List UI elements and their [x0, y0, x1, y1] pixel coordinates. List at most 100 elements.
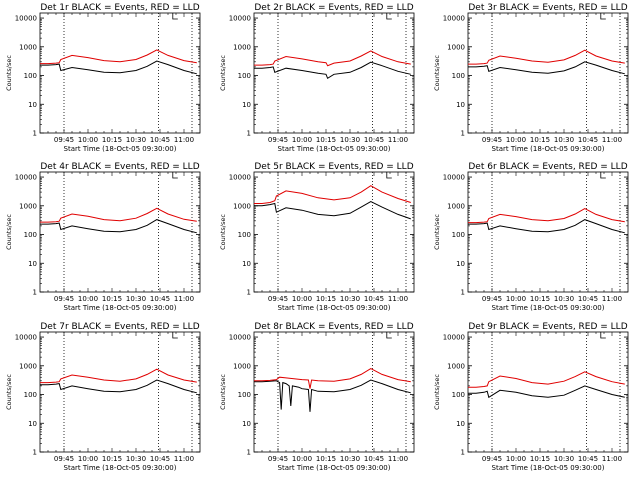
chart-panel: Det 5r BLACK = Events, RED = LLD 1 10 100 10… — [219, 162, 415, 312]
x-tick-label: 09:45 — [482, 136, 502, 144]
y-tick-label: 1000 — [233, 202, 251, 210]
chart-panel: Det 7r BLACK = Events, RED = LLD 1 10 100 10… — [5, 322, 201, 472]
chart-title: Det 5r BLACK = Events, RED = LLD — [254, 162, 413, 172]
y-tick-label: 100 — [24, 72, 37, 80]
x-tick-label: 10:45 — [578, 295, 598, 303]
x-tick-label: 11:00 — [388, 295, 408, 303]
x-tick-label: 09:45 — [268, 455, 288, 463]
lld-series-line — [468, 49, 625, 65]
y-tick-label: 10 — [242, 420, 251, 428]
x-axis-title: Start Time (18-Oct-05 09:30:00) — [278, 145, 391, 153]
y-axis-title: Counts/sec — [5, 214, 13, 250]
bracket-marker — [386, 332, 392, 339]
y-tick-label: 10000 — [229, 15, 251, 23]
y-tick-label: 1 — [247, 130, 251, 138]
chart-title: Det 1r BLACK = Events, RED = LLD — [40, 3, 199, 13]
x-tick-label: 10:00 — [506, 295, 526, 303]
x-tick-label: 10:30 — [126, 295, 146, 303]
x-axis-title: Start Time (18-Oct-05 09:30:00) — [278, 464, 391, 472]
lld-series-line — [468, 208, 625, 224]
x-tick-label: 10:15 — [316, 136, 336, 144]
x-tick-label: 10:00 — [292, 455, 312, 463]
x-tick-label: 11:00 — [602, 455, 622, 463]
events-series-line — [254, 61, 411, 80]
y-tick-label: 10000 — [15, 174, 37, 182]
y-tick-label: 1000 — [19, 362, 37, 370]
chart-title: Det 3r BLACK = Events, RED = LLD — [468, 3, 627, 13]
y-tick-label: 1000 — [233, 43, 251, 51]
x-tick-label: 10:45 — [150, 455, 170, 463]
y-tick-label: 1 — [33, 289, 37, 297]
lld-series-line — [40, 368, 197, 384]
x-tick-label: 11:00 — [174, 455, 194, 463]
x-tick-label: 10:15 — [102, 136, 122, 144]
chart-panel: Det 1r BLACK = Events, RED = LLD 1 10 100 10… — [5, 3, 201, 153]
lld-series-line — [40, 49, 197, 65]
y-tick-label: 1000 — [447, 202, 465, 210]
x-tick-label: 10:00 — [78, 136, 98, 144]
y-tick-label: 100 — [238, 231, 251, 239]
events-series-line — [468, 219, 625, 234]
x-tick-label: 10:15 — [316, 455, 336, 463]
y-tick-label: 1 — [461, 130, 465, 138]
x-tick-label: 10:30 — [340, 455, 360, 463]
x-tick-label: 09:45 — [54, 455, 74, 463]
y-axis-title: Counts/sec — [219, 374, 227, 410]
bracket-marker — [600, 172, 606, 179]
x-tick-label: 10:30 — [126, 455, 146, 463]
y-tick-label: 100 — [238, 72, 251, 80]
y-tick-label: 10 — [28, 420, 37, 428]
bracket-marker — [386, 172, 392, 179]
lld-series-line — [254, 368, 411, 389]
chart-title: Det 4r BLACK = Events, RED = LLD — [40, 162, 199, 172]
x-tick-label: 10:15 — [316, 295, 336, 303]
chart-title: Det 8r BLACK = Events, RED = LLD — [254, 322, 413, 332]
y-tick-label: 100 — [24, 391, 37, 399]
y-tick-label: 10000 — [443, 334, 465, 342]
x-tick-label: 11:00 — [388, 455, 408, 463]
x-tick-label: 09:45 — [268, 295, 288, 303]
lld-series-line — [254, 50, 411, 67]
y-tick-label: 1000 — [447, 43, 465, 51]
x-tick-label: 10:15 — [102, 455, 122, 463]
bracket-marker — [172, 13, 178, 20]
chart-panel: Det 8r BLACK = Events, RED = LLD 1 10 100 10… — [219, 322, 415, 472]
x-tick-label: 10:45 — [364, 295, 384, 303]
chart-panel: Det 2r BLACK = Events, RED = LLD 1 10 100 10… — [219, 3, 415, 153]
chart-title: Det 2r BLACK = Events, RED = LLD — [254, 3, 413, 13]
x-tick-label: 11:00 — [602, 136, 622, 144]
x-tick-label: 10:30 — [554, 136, 574, 144]
x-tick-label: 10:15 — [530, 136, 550, 144]
bracket-marker — [600, 332, 606, 339]
y-tick-label: 1 — [247, 449, 251, 457]
y-tick-label: 100 — [238, 391, 251, 399]
y-tick-label: 100 — [24, 231, 37, 239]
events-series-line — [468, 61, 625, 75]
x-tick-label: 11:00 — [388, 136, 408, 144]
bracket-marker — [172, 172, 178, 179]
events-series-line — [40, 60, 197, 75]
y-axis-title: Counts/sec — [5, 55, 13, 91]
y-axis-title: Counts/sec — [219, 55, 227, 91]
chart-panel: Det 6r BLACK = Events, RED = LLD 1 10 100 10… — [433, 162, 629, 312]
y-axis-title: Counts/sec — [433, 55, 441, 91]
events-series-line — [40, 379, 197, 394]
y-tick-label: 100 — [452, 231, 465, 239]
x-tick-label: 10:30 — [554, 455, 574, 463]
chart-panel: Det 3r BLACK = Events, RED = LLD 1 10 100 10… — [433, 3, 629, 153]
x-tick-label: 10:30 — [340, 295, 360, 303]
x-tick-label: 09:45 — [482, 455, 502, 463]
x-tick-label: 10:30 — [340, 136, 360, 144]
y-tick-label: 1000 — [19, 43, 37, 51]
x-tick-label: 10:15 — [530, 455, 550, 463]
x-tick-label: 10:15 — [102, 295, 122, 303]
y-tick-label: 10000 — [229, 174, 251, 182]
x-tick-label: 10:45 — [150, 136, 170, 144]
chart-title: Det 7r BLACK = Events, RED = LLD — [40, 322, 199, 332]
y-tick-label: 1000 — [447, 362, 465, 370]
x-tick-label: 11:00 — [174, 295, 194, 303]
y-tick-label: 10000 — [443, 174, 465, 182]
lld-series-line — [468, 371, 625, 388]
x-tick-label: 10:30 — [554, 295, 574, 303]
